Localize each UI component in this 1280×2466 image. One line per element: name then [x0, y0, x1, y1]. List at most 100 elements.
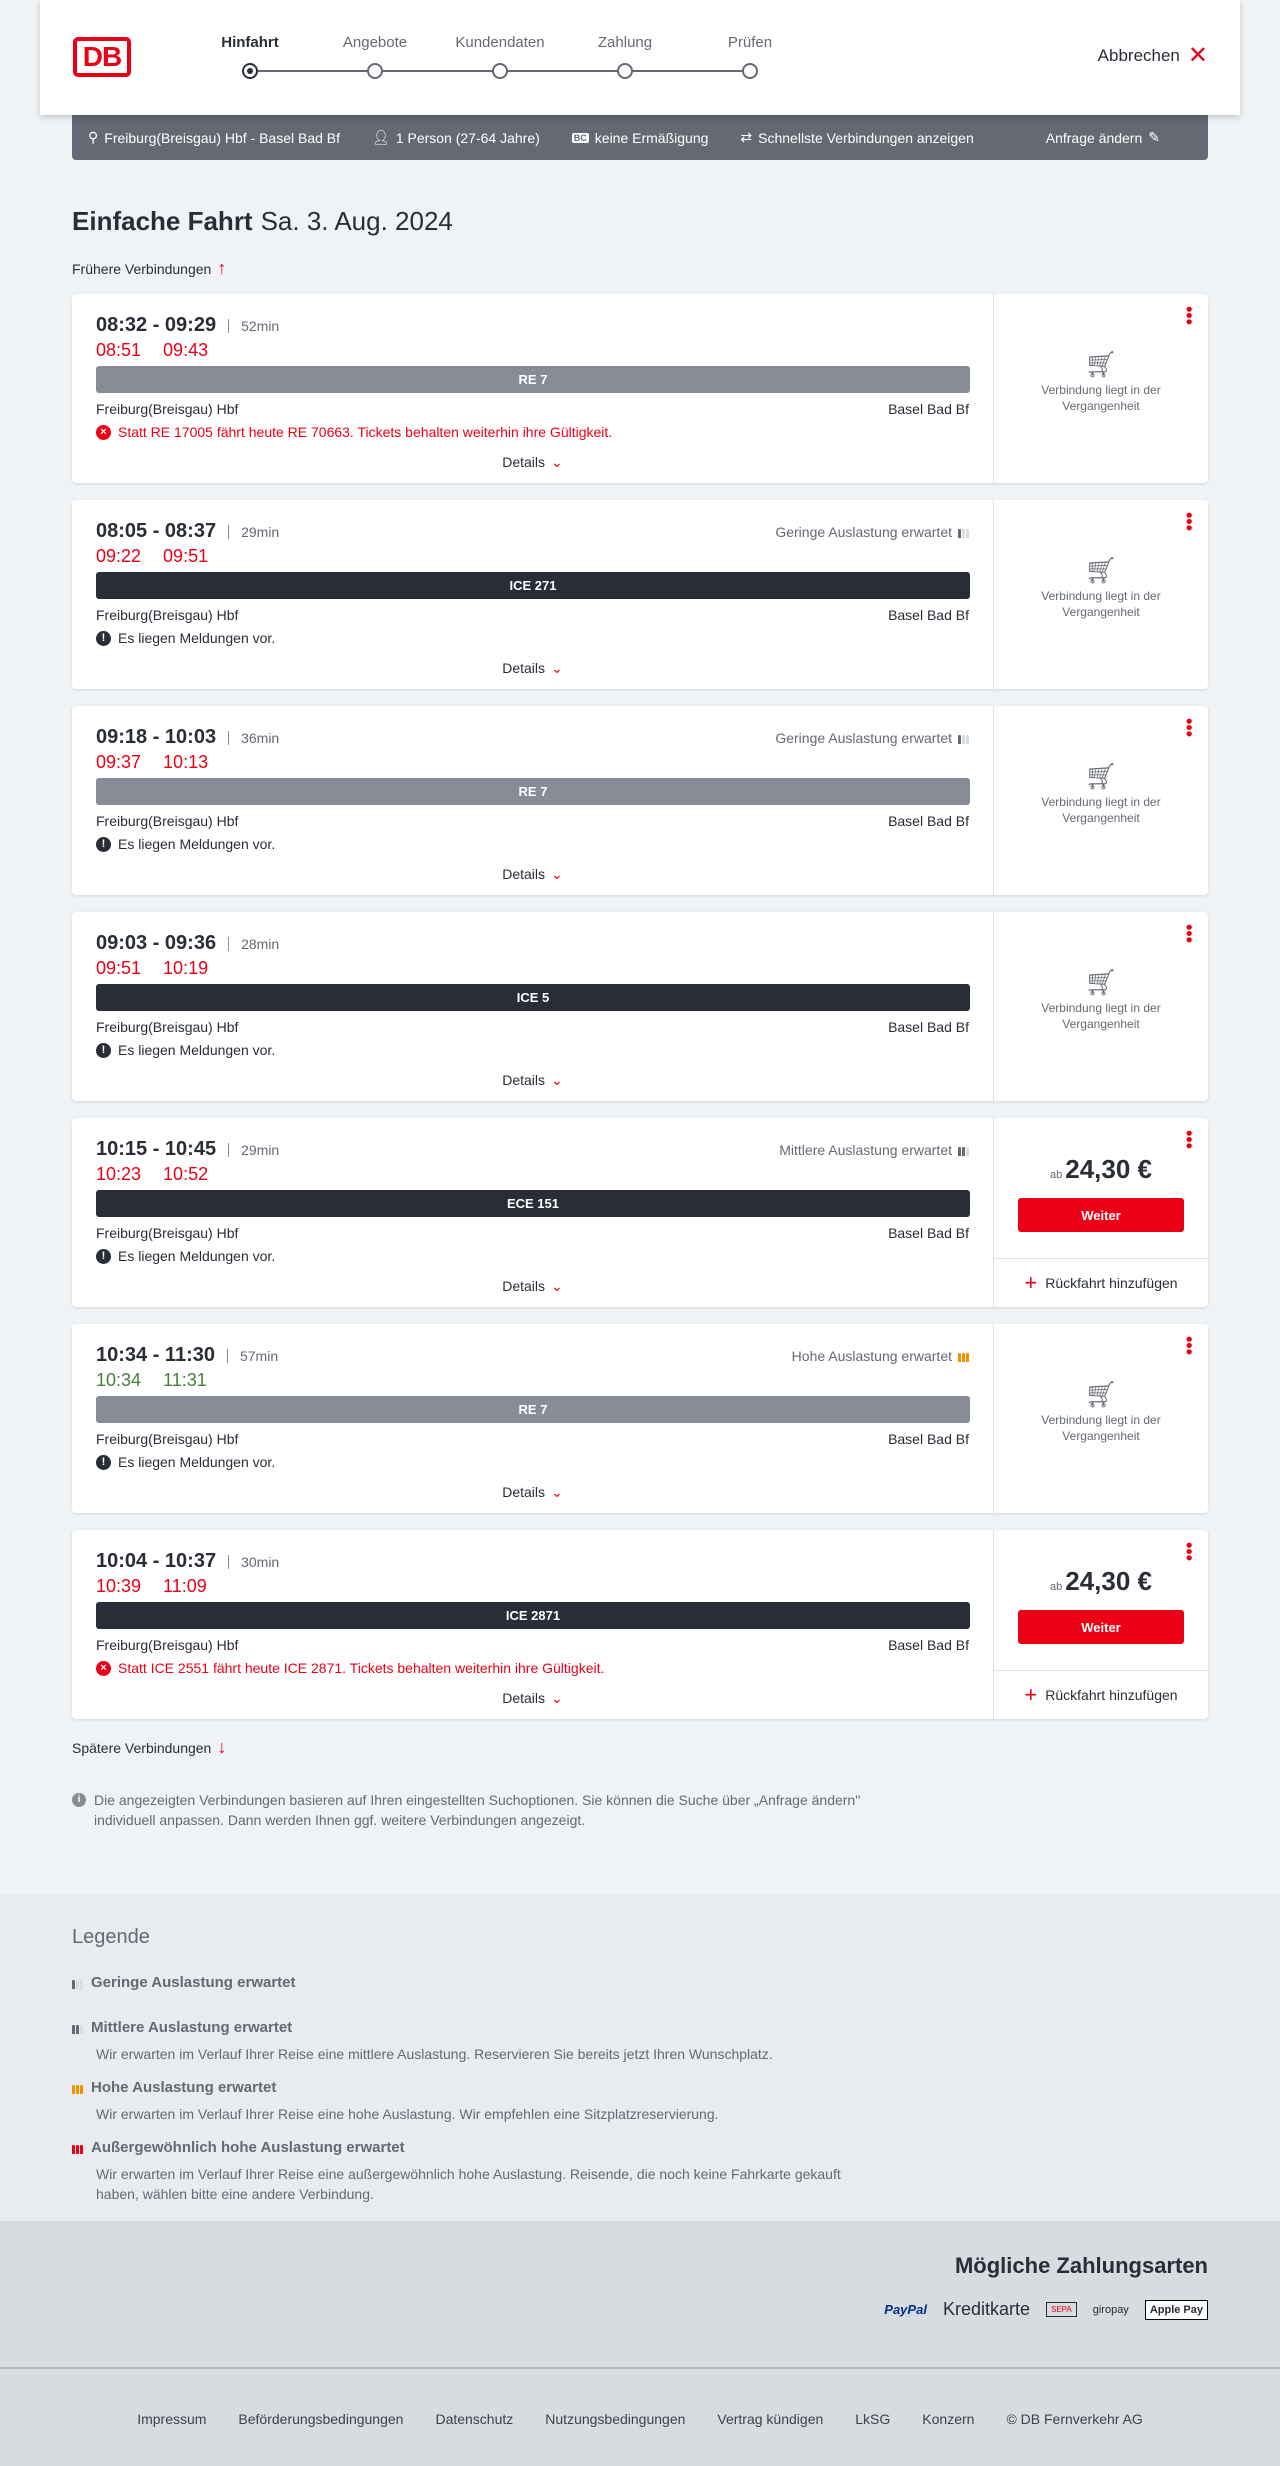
- time-range: 09:03 - 09:36: [96, 932, 217, 954]
- fastest-toggle[interactable]: ⇄ Schnellste Verbindungen anzeigen: [740, 129, 973, 146]
- later-connections-link[interactable]: Spätere Verbindungen ↓: [72, 1737, 226, 1758]
- details-label: Details: [502, 1690, 546, 1706]
- duration: 30min: [228, 1554, 279, 1569]
- arrow-up-icon: ↑: [217, 258, 227, 278]
- continue-button[interactable]: Weiter: [1018, 1198, 1184, 1232]
- actual-arrival: 10:52: [163, 1164, 209, 1184]
- train-bar[interactable]: ICE 5: [96, 984, 970, 1011]
- price-prefix: ab: [1050, 1581, 1063, 1593]
- occupancy: Geringe Auslastung erwartet: [775, 524, 969, 540]
- planned-times: 10:04 - 10:37 30min: [96, 1550, 279, 1573]
- footer-link[interactable]: Datenschutz: [435, 2411, 514, 2427]
- footer-link[interactable]: Nutzungsbedingungen: [545, 2411, 686, 2427]
- past-label: Verbindung liegt in der Vergangenheit: [1041, 1413, 1161, 1443]
- legend-item: Hohe Auslastung erwartet Wir erwarten im …: [72, 2079, 872, 2124]
- past-connection-notice: 🛒︎ Verbindung liegt in der Vergangenheit: [994, 763, 1208, 826]
- details-label: Details: [502, 1072, 546, 1088]
- chevron-down-icon: ⌄: [551, 454, 563, 470]
- train-bar[interactable]: RE 7: [96, 366, 970, 393]
- more-options-icon[interactable]: •••: [1179, 1542, 1199, 1561]
- db-logo[interactable]: DB: [73, 37, 131, 77]
- connection-message: ! Es liegen Meldungen vor.: [96, 630, 275, 646]
- actual-arrival: 09:51: [163, 546, 209, 566]
- actual-times: 09:51 10:19: [96, 958, 208, 979]
- destination-station: Basel Bad Bf: [888, 607, 969, 623]
- message-text: Statt RE 17005 fährt heute RE 70663. Tic…: [118, 424, 613, 440]
- message-text: Es liegen Meldungen vor.: [118, 1454, 276, 1470]
- more-options-icon[interactable]: •••: [1179, 1130, 1199, 1149]
- footer-link[interactable]: Impressum: [137, 2411, 207, 2427]
- discount-label: keine Ermäßigung: [594, 129, 709, 146]
- details-toggle[interactable]: Details ⌄: [72, 866, 993, 883]
- duration: 36min: [228, 730, 279, 745]
- train-bar[interactable]: ECE 151: [96, 1190, 970, 1217]
- details-toggle[interactable]: Details ⌄: [72, 1278, 993, 1295]
- more-options-icon[interactable]: •••: [1179, 306, 1199, 325]
- details-toggle[interactable]: Details ⌄: [72, 660, 993, 677]
- legend-item-title: Außergewöhnlich hohe Auslastung erwartet: [91, 2139, 405, 2156]
- train-bar[interactable]: RE 7: [96, 1396, 970, 1423]
- search-summary: ⚲ Freiburg(Breisgau) Hbf - Basel Bad Bf 👤…: [72, 115, 1208, 160]
- planned-times: 09:18 - 10:03 36min: [96, 726, 279, 749]
- details-toggle[interactable]: Details ⌄: [72, 454, 993, 471]
- details-toggle[interactable]: Details ⌄: [72, 1072, 993, 1089]
- past-label: Verbindung liegt in der Vergangenheit: [1041, 795, 1161, 825]
- offer-panel: ••• 🛒︎ Verbindung liegt in der Vergangenhe…: [994, 500, 1208, 689]
- legend-title: Legende: [72, 1926, 150, 1948]
- occupancy-icon: [958, 1144, 969, 1156]
- chevron-down-icon: ⌄: [551, 1278, 563, 1294]
- step-indicator: [242, 63, 258, 79]
- connection-card: 08:32 - 09:29 52min 08:51 09:43 RE 7 Freibu…: [72, 294, 1208, 483]
- pencil-icon: ✎: [1148, 129, 1160, 145]
- continue-button[interactable]: Weiter: [1018, 1610, 1184, 1644]
- more-options-icon[interactable]: •••: [1179, 512, 1199, 531]
- message-text: Es liegen Meldungen vor.: [118, 1248, 276, 1264]
- route: ⚲ Freiburg(Breisgau) Hbf - Basel Bad Bf: [88, 129, 340, 146]
- plus-icon: +: [1024, 1270, 1038, 1295]
- payment-paypal-icon: PayPal: [884, 2302, 927, 2317]
- connection-card: 09:18 - 10:03 36min 09:37 10:13 Geringe Aus…: [72, 706, 1208, 895]
- more-options-icon[interactable]: •••: [1179, 1336, 1199, 1355]
- message-text: Es liegen Meldungen vor.: [118, 1042, 276, 1058]
- edit-search-button[interactable]: Anfrage ändern ✎: [1046, 129, 1160, 146]
- swap-icon: ⇄: [740, 129, 753, 145]
- info-note-text: Die angezeigten Verbindungen basieren au…: [94, 1792, 861, 1828]
- details-toggle[interactable]: Details ⌄: [72, 1484, 993, 1501]
- earlier-connections-link[interactable]: Frühere Verbindungen ↑: [72, 258, 226, 279]
- connection-card: 08:05 - 08:37 29min 09:22 09:51 Geringe Aus…: [72, 500, 1208, 689]
- past-connection-notice: 🛒︎ Verbindung liegt in der Vergangenheit: [994, 351, 1208, 414]
- header: DB Hinfahrt Angebote Kundendaten Zahlung Prü…: [40, 0, 1240, 115]
- info-note: i Die angezeigten Verbindungen basieren a…: [72, 1790, 872, 1830]
- add-return-button[interactable]: + Rückfahrt hinzufügen: [994, 1670, 1208, 1719]
- more-options-icon[interactable]: •••: [1179, 718, 1199, 737]
- footer-link[interactable]: Beförderungsbedingungen: [238, 2411, 404, 2427]
- actual-departure: 10:39: [96, 1576, 142, 1596]
- footer-link[interactable]: Konzern: [922, 2411, 975, 2427]
- connection-message: ! Es liegen Meldungen vor.: [96, 1248, 275, 1264]
- cancel-button[interactable]: Abbrechen ✕: [1098, 44, 1208, 68]
- details-label: Details: [502, 454, 546, 470]
- bahncard-icon: BC: [571, 132, 589, 143]
- plus-icon: +: [1024, 1682, 1038, 1707]
- legend-item-text: Wir erwarten im Verlauf Ihrer Reise eine…: [96, 2166, 841, 2202]
- offer-panel: ••• ab 24,30 € Weiter + Rückfahrt hinzufüge…: [994, 1118, 1208, 1307]
- time-range: 08:05 - 08:37: [96, 520, 217, 542]
- add-return-label: Rückfahrt hinzufügen: [1045, 1275, 1178, 1291]
- connection-details: 10:34 - 11:30 57min 10:34 11:31 Hohe Auslas…: [72, 1324, 994, 1513]
- train-bar[interactable]: ICE 2871: [96, 1602, 970, 1629]
- more-options-icon[interactable]: •••: [1179, 924, 1199, 943]
- alert-icon: !: [96, 1248, 111, 1264]
- details-label: Details: [502, 866, 546, 882]
- past-label: Verbindung liegt in der Vergangenheit: [1041, 1001, 1161, 1031]
- actual-departure: 08:51: [96, 340, 142, 360]
- cart-unavailable-icon: 🛒︎: [1084, 555, 1118, 585]
- past-connection-notice: 🛒︎ Verbindung liegt in der Vergangenheit: [994, 969, 1208, 1032]
- train-bar[interactable]: ICE 271: [96, 572, 970, 599]
- legend-item-title: Hohe Auslastung erwartet: [91, 2079, 277, 2096]
- footer-link[interactable]: Vertrag kündigen: [717, 2411, 824, 2427]
- train-bar[interactable]: RE 7: [96, 778, 970, 805]
- details-toggle[interactable]: Details ⌄: [72, 1690, 993, 1707]
- actual-times: 09:22 09:51: [96, 546, 208, 567]
- add-return-button[interactable]: + Rückfahrt hinzufügen: [994, 1258, 1208, 1307]
- footer-link[interactable]: LkSG: [855, 2411, 891, 2427]
